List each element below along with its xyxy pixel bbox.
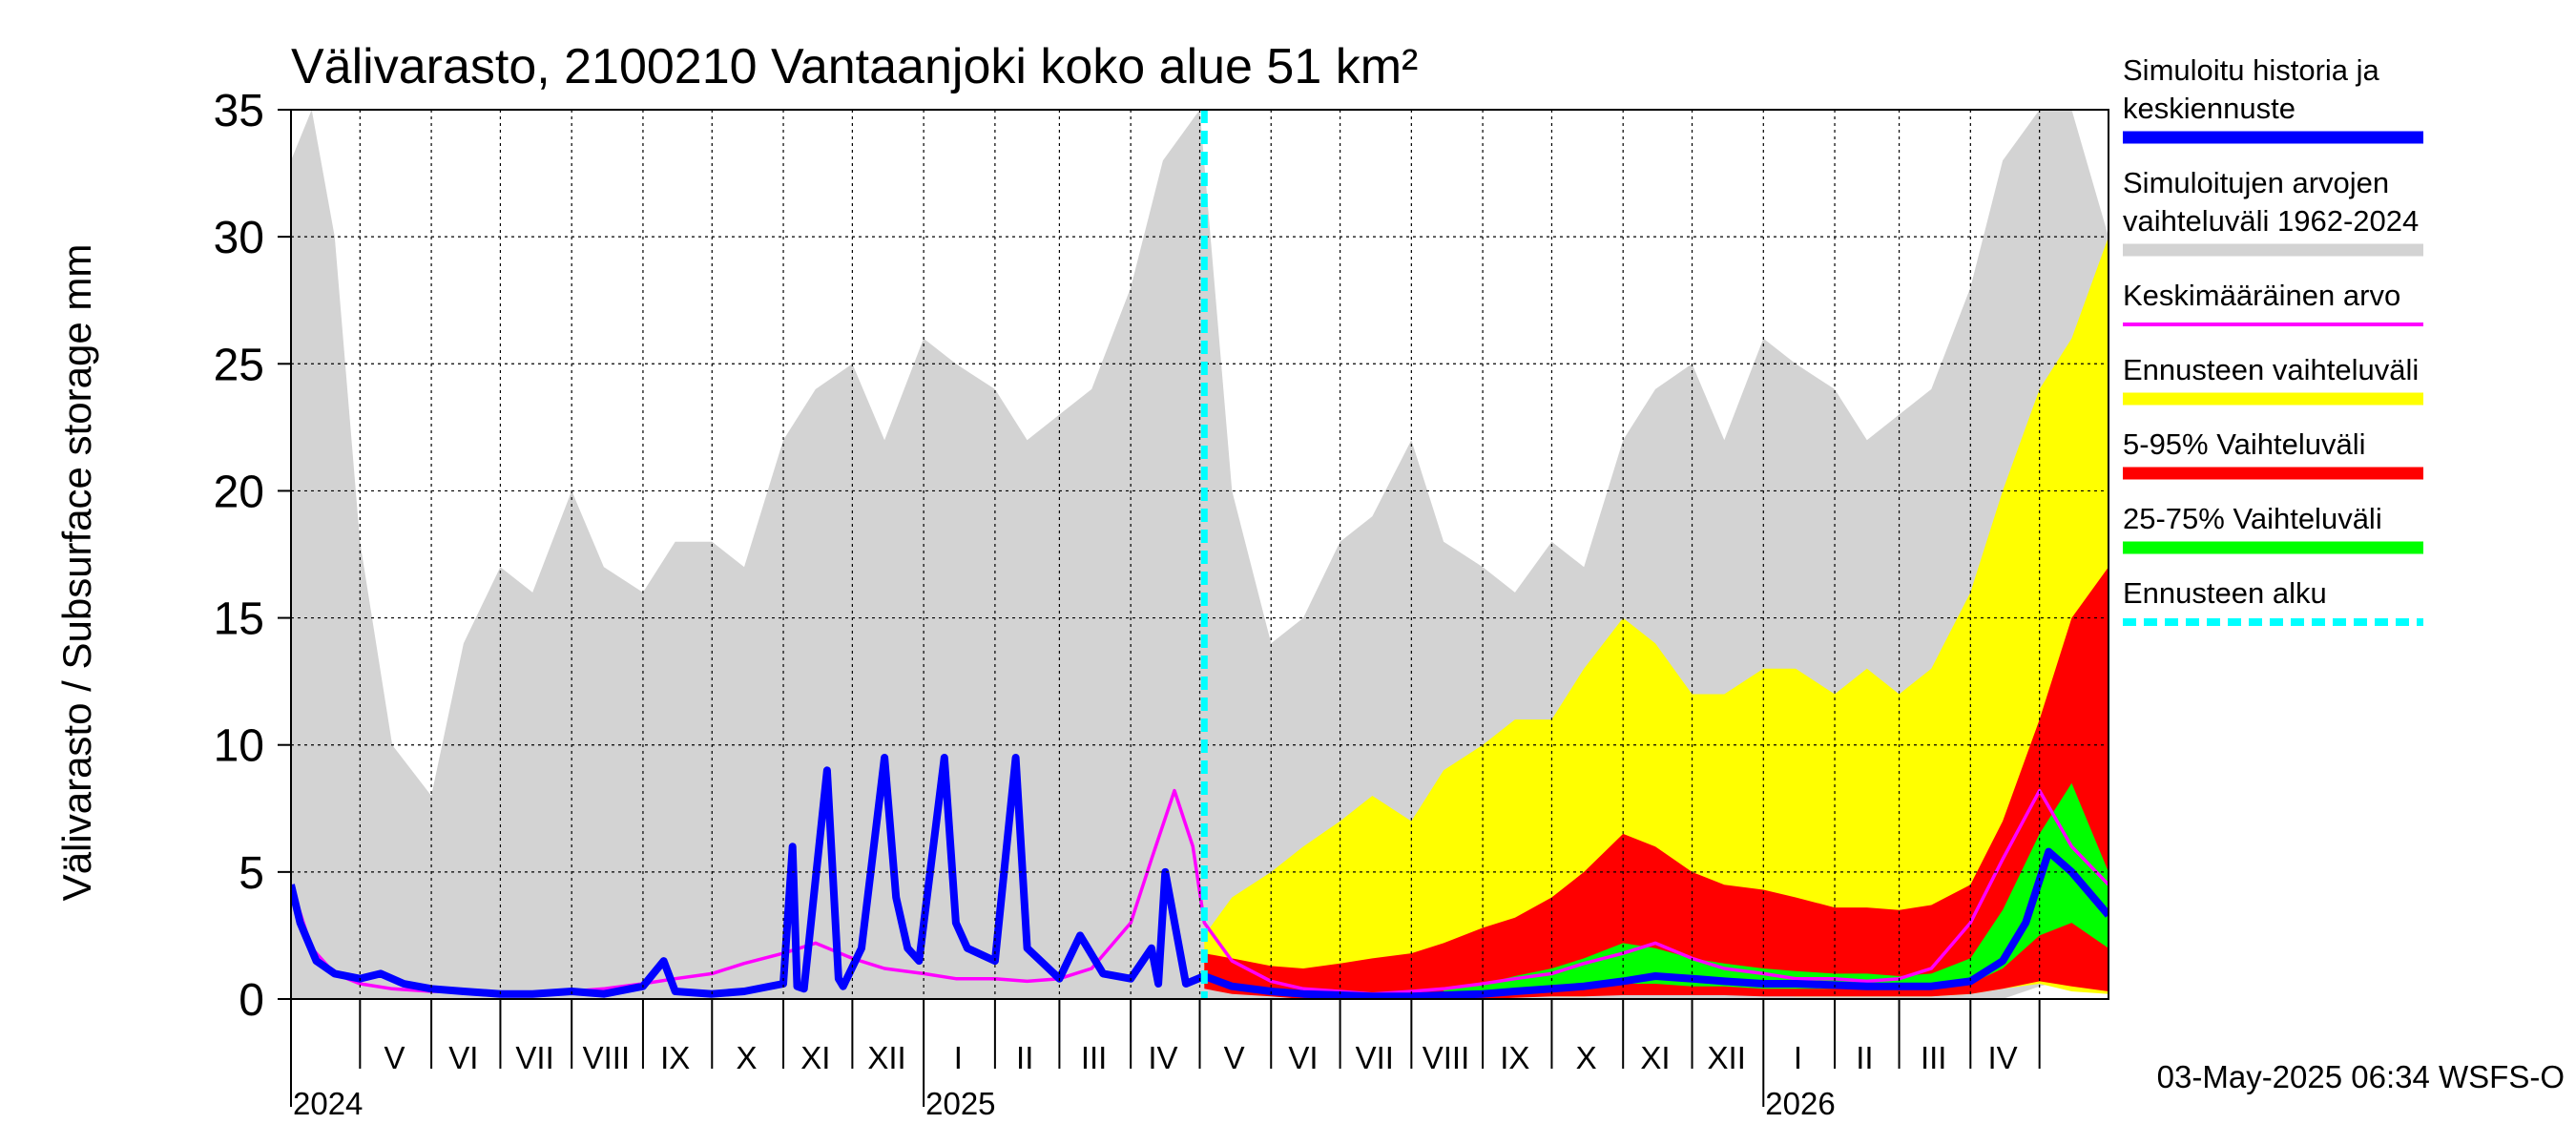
line-simuloitu-historia-ja-keskiennuste [291, 754, 2109, 999]
x-axis: V VI VII VIII IX X XI XII I II III IV V VI VII VIII IX X X… [290, 998, 2109, 1121]
month-label: VI [1288, 1040, 1318, 1075]
legend-label-simuloitu-historia-ja-keskiennuste: Simuloitu historia ja keskiennuste [2123, 53, 2380, 125]
legend-label-5-95-vaihteluvali: 5-95% Vaihteluväli [2123, 427, 2365, 461]
month-label: VII [1356, 1040, 1394, 1075]
grid-layer [291, 110, 2109, 999]
legend: Simuloitu historia ja keskiennuste Simuloi… [2123, 53, 2423, 626]
month-label: XI [1640, 1040, 1670, 1075]
series-layer [291, 110, 2109, 999]
y-axis-label: Välivarasto / Subsurface storage mm [54, 244, 99, 902]
y-tick-label: 20 [214, 467, 264, 517]
month-label: IV [1987, 1040, 2017, 1075]
y-tick-label: 15 [214, 594, 264, 645]
band-ennusteen-vaihteluvali [1204, 237, 2109, 999]
y-tick-label: 10 [214, 721, 264, 772]
month-label: IX [1500, 1040, 1529, 1075]
month-label: VII [515, 1040, 553, 1075]
month-label: XII [1708, 1040, 1746, 1075]
footer-timestamp: 03-May-2025 06:34 WSFS-O [2157, 1059, 2565, 1094]
month-label: VIII [1423, 1040, 1470, 1075]
month-label: II [1856, 1040, 1873, 1075]
y-tick-label: 5 [239, 848, 264, 899]
month-label: X [1576, 1040, 1597, 1075]
y-tick-label: 35 [214, 86, 264, 136]
month-label: V [384, 1040, 405, 1075]
month-label: I [1794, 1040, 1802, 1075]
band-5-95-vaihteluvali [1204, 567, 2109, 999]
month-label: IV [1148, 1040, 1177, 1075]
year-label: 2025 [925, 1086, 995, 1121]
legend-label-ennusteen-vaihteluvali: Ennusteen vaihteluväli [2123, 353, 2419, 386]
year-label: 2024 [293, 1086, 363, 1121]
month-label: XII [867, 1040, 905, 1075]
month-label: I [954, 1040, 963, 1075]
month-label: VIII [583, 1040, 631, 1075]
y-axis: 0 5 10 15 20 25 30 35 [214, 86, 291, 1026]
y-tick-label: 30 [214, 213, 264, 263]
legend-label-keskimaarainen-arvo: Keskimääräinen arvo [2123, 279, 2400, 312]
month-label: X [736, 1040, 757, 1075]
legend-label-ennusteen-alku: Ennusteen alku [2123, 576, 2327, 610]
month-label: III [1081, 1040, 1108, 1075]
month-label: III [1921, 1040, 1947, 1075]
month-label: VI [448, 1040, 478, 1075]
month-label: V [1224, 1040, 1245, 1075]
year-label: 2026 [1765, 1086, 1835, 1121]
month-label: XI [800, 1040, 830, 1075]
chart-title: Välivarasto, 2100210 Vantaanjoki koko al… [291, 39, 1418, 94]
month-label: II [1016, 1040, 1033, 1075]
plot-area [290, 109, 2109, 1000]
y-tick-label: 25 [214, 340, 264, 390]
month-label: IX [660, 1040, 690, 1075]
y-tick-label: 0 [239, 975, 264, 1026]
legend-label-simuloitujen-arvojen-vaihteluvali-1962-2024: Simuloitujen arvojen vaihteluväli 1962-20… [2123, 166, 2419, 238]
legend-label-25-75-vaihteluvali: 25-75% Vaihteluväli [2123, 502, 2382, 535]
